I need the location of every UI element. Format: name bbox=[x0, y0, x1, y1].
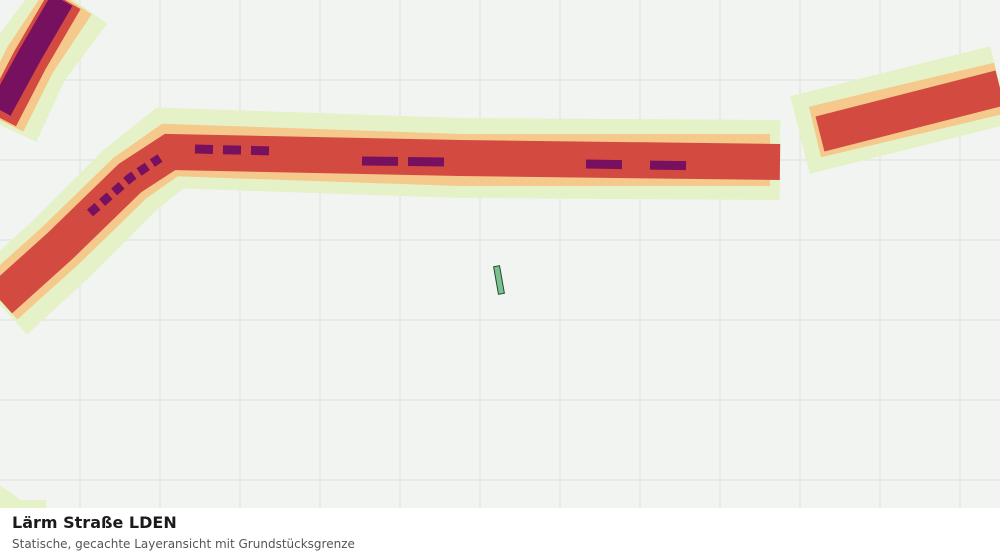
layer-subtitle: Statische, gecachte Layeransicht mit Gru… bbox=[12, 537, 355, 551]
map-view bbox=[0, 0, 1000, 508]
map-background bbox=[0, 0, 1000, 508]
parcel-boundary bbox=[493, 265, 505, 295]
layer-title: Lärm Straße LDEN bbox=[12, 513, 177, 532]
noise-layer bbox=[0, 0, 1000, 335]
caption-bar: Lärm Straße LDEN Statische, gecachte Lay… bbox=[0, 508, 1000, 560]
noise-fragment bbox=[0, 486, 46, 508]
